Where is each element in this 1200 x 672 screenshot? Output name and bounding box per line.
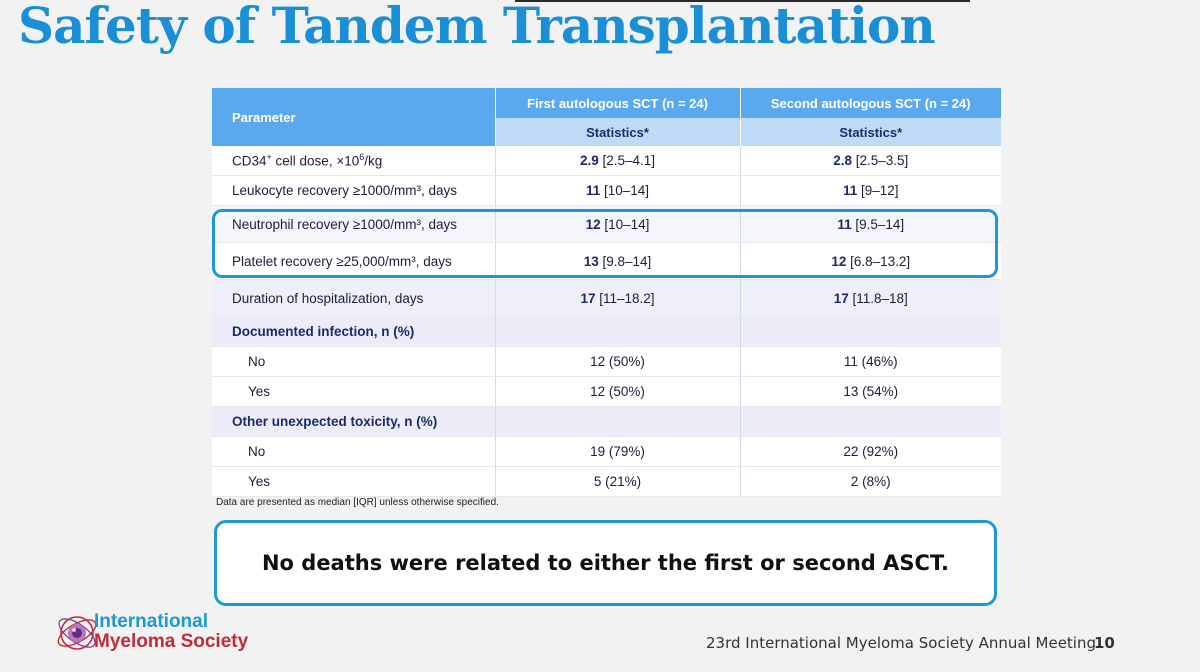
table-row-category-toxicity: Other unexpected toxicity, n (%) xyxy=(212,406,1001,437)
subheader-second-statistics: Statistics* xyxy=(740,118,1001,146)
row-label: Yes xyxy=(212,376,496,407)
row-label: Yes xyxy=(212,466,496,497)
table-row-infection-yes: Yes 12 (50%) 13 (54%) xyxy=(212,376,1001,407)
cell-first: 2.9 [2.5–4.1] xyxy=(495,146,741,176)
table-footnote: Data are presented as median [IQR] unles… xyxy=(216,497,499,508)
subheader-first-statistics: Statistics* xyxy=(495,118,741,146)
cell-second: 11 [9–12] xyxy=(740,175,1001,206)
ims-logo: International Myeloma Society xyxy=(52,606,248,658)
slide-title: Safety of Tandem Transplantation xyxy=(18,0,936,55)
cell-first: 11 [10–14] xyxy=(495,175,741,206)
cell-first: 19 (79%) xyxy=(495,436,741,467)
page-number: 10 xyxy=(1094,634,1115,652)
table-row-category-infection: Documented infection, n (%) xyxy=(212,316,1001,347)
callout-text: No deaths were related to either the fir… xyxy=(261,551,950,575)
cell-second: 22 (92%) xyxy=(740,436,1001,467)
ims-logo-icon xyxy=(57,616,97,650)
cell-second: 2.8 [2.5–3.5] xyxy=(740,146,1001,176)
category-label: Other unexpected toxicity, n (%) xyxy=(212,406,496,437)
cell-second: 13 (54%) xyxy=(740,376,1001,407)
category-label: Documented infection, n (%) xyxy=(212,316,496,347)
cell-second: 11 (46%) xyxy=(740,346,1001,377)
highlight-box xyxy=(212,209,998,278)
cell-first: 5 (21%) xyxy=(495,466,741,497)
safety-table: Parameter First autologous SCT (n = 24) … xyxy=(212,88,1001,497)
table-row-leukocyte: Leukocyte recovery ≥1000/mm³, days 11 [1… xyxy=(212,175,1001,206)
safety-table-container: Parameter First autologous SCT (n = 24) … xyxy=(212,88,1001,497)
cell-second: 12 [6.8–13.2] xyxy=(740,242,1001,280)
row-label: CD34+ cell dose, ×106/kg xyxy=(212,146,496,176)
ims-logo-text: International Myeloma Society xyxy=(94,611,249,652)
cell-first: 17 [11–18.2] xyxy=(495,279,741,317)
cell-second: 17 [11.8–18] xyxy=(740,279,1001,317)
row-label: No xyxy=(212,436,496,467)
table-row-toxicity-yes: Yes 5 (21%) 2 (8%) xyxy=(212,466,1001,497)
table-row-platelet: Platelet recovery ≥25,000/mm³, days 13 [… xyxy=(212,242,1001,280)
header-first-sct: First autologous SCT (n = 24) xyxy=(495,88,741,118)
footer-meeting-name: 23rd International Myeloma Society Annua… xyxy=(706,634,1096,652)
row-label: Duration of hospitalization, days xyxy=(212,279,496,317)
row-label: Leukocyte recovery ≥1000/mm³, days xyxy=(212,175,496,206)
header-parameter: Parameter xyxy=(212,88,496,146)
table-row-hospitalization: Duration of hospitalization, days 17 [11… xyxy=(212,279,1001,317)
cell-second: 2 (8%) xyxy=(740,466,1001,497)
cell-first: 13 [9.8–14] xyxy=(495,242,741,280)
cell-first: 12 (50%) xyxy=(495,376,741,407)
header-second-sct: Second autologous SCT (n = 24) xyxy=(740,88,1001,118)
cell-first: 12 (50%) xyxy=(495,346,741,377)
callout-box: No deaths were related to either the fir… xyxy=(214,520,997,606)
row-label: Platelet recovery ≥25,000/mm³, days xyxy=(212,242,496,280)
table-row-cd34: CD34+ cell dose, ×106/kg 2.9 [2.5–4.1] 2… xyxy=(212,146,1001,176)
top-divider xyxy=(515,0,970,2)
row-label: No xyxy=(212,346,496,377)
table-row-infection-no: No 12 (50%) 11 (46%) xyxy=(212,346,1001,377)
table-row-toxicity-no: No 19 (79%) 22 (92%) xyxy=(212,436,1001,467)
